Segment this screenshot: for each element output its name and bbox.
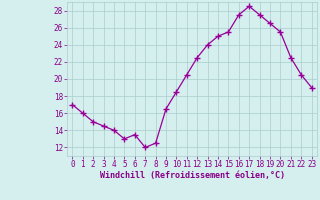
X-axis label: Windchill (Refroidissement éolien,°C): Windchill (Refroidissement éolien,°C) bbox=[100, 171, 284, 180]
